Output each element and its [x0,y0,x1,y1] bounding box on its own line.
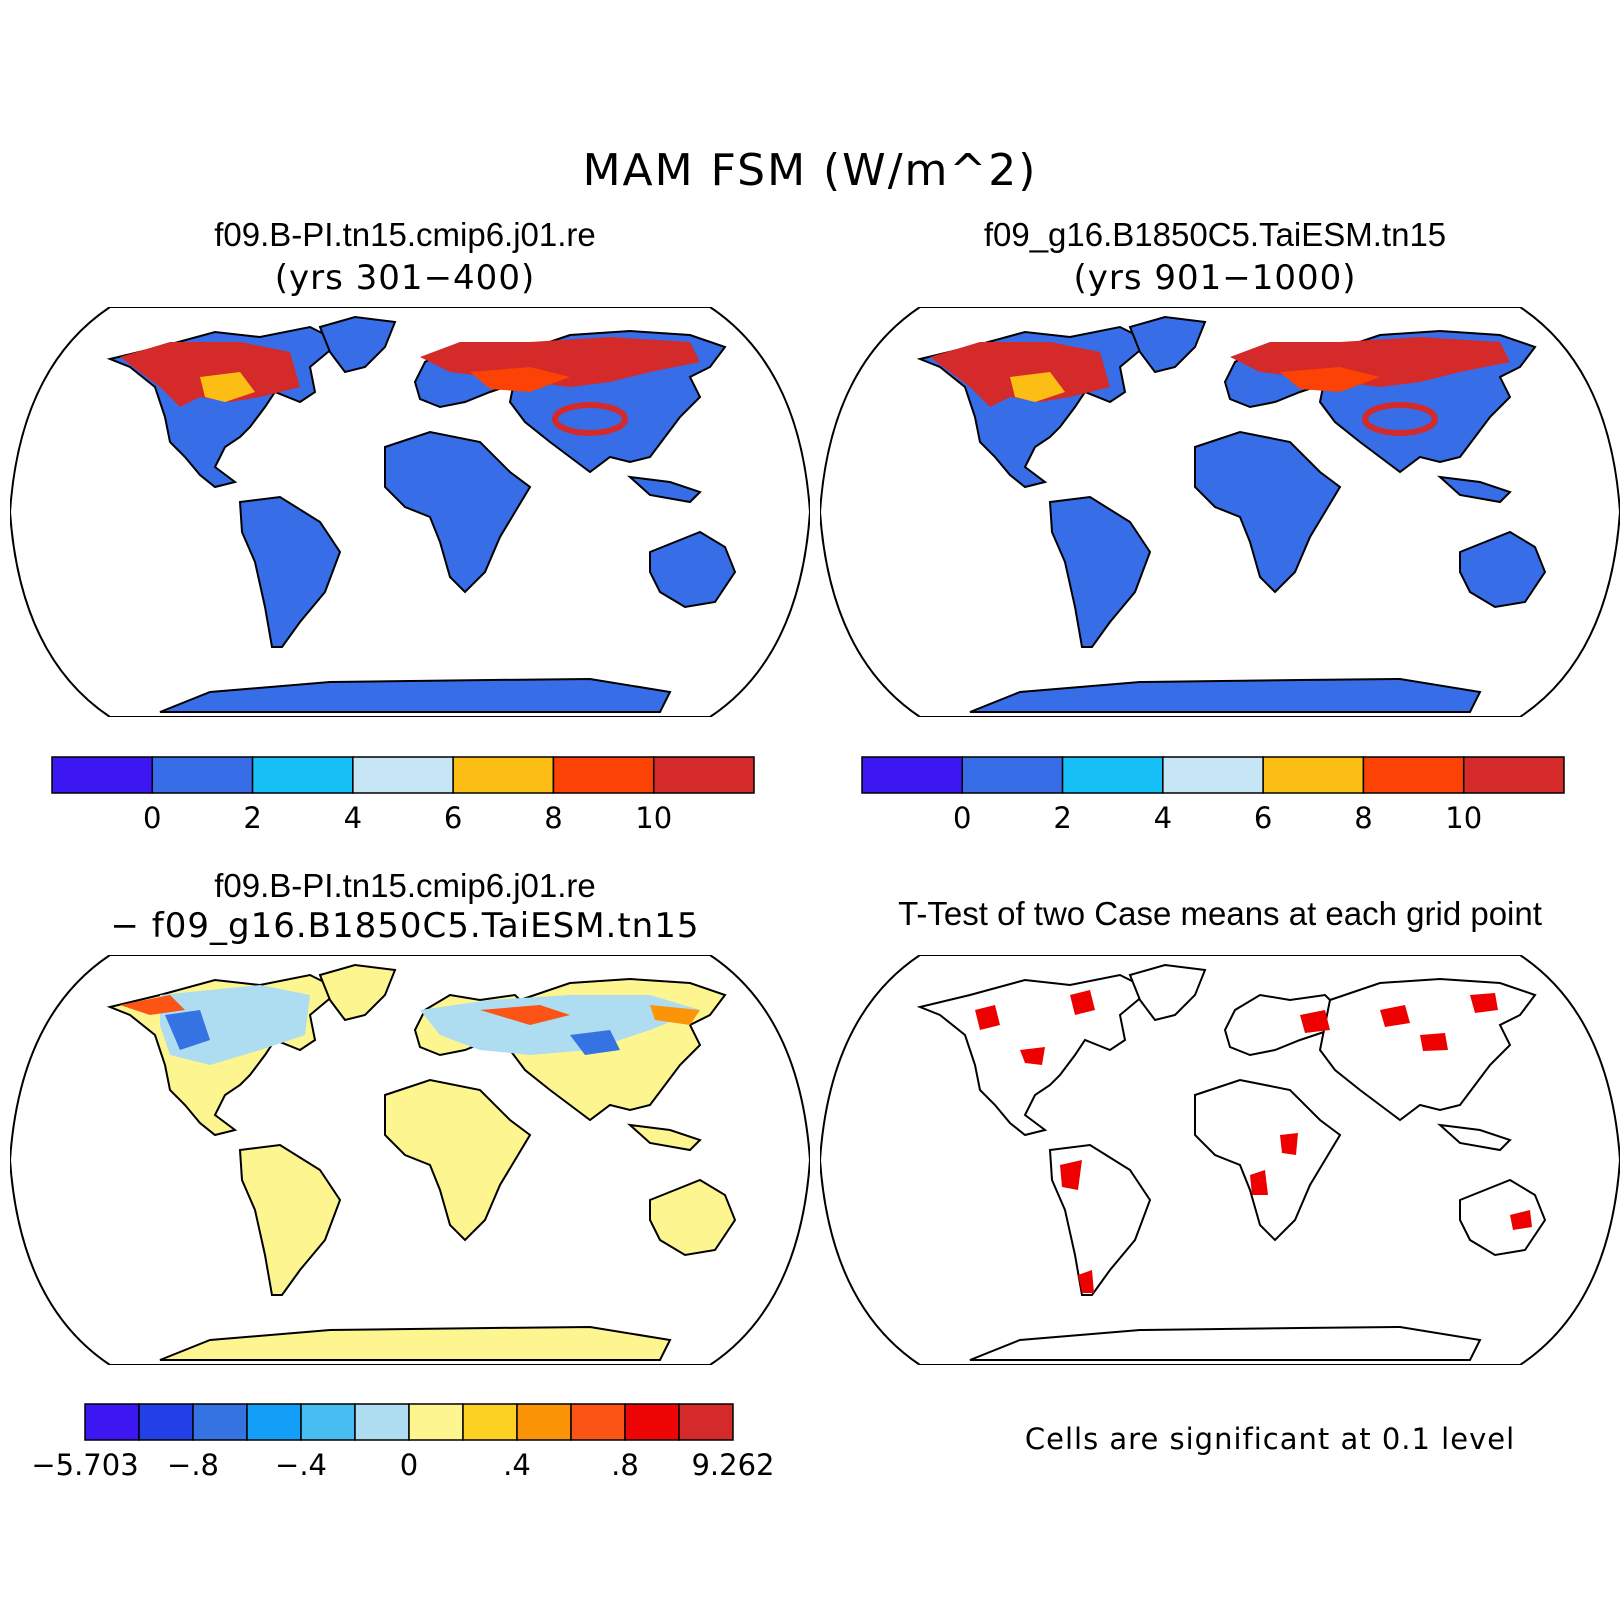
colorbar-1-swatch-3 [352,756,454,794]
colorbar-3-swatch-8 [516,1403,572,1441]
colorbar-2-swatch-6 [1462,756,1565,794]
panel-1-title: f09.B-PI.tn15.cmip6.j01.re [214,216,596,253]
colorbar-3-label-6: 9.262 [691,1448,774,1482]
colorbar-2-swatch-4 [1262,756,1365,794]
panel-3-map [10,955,810,1365]
colorbar-3-swatch-9 [570,1403,626,1441]
colorbar-3-swatch-10 [624,1403,680,1441]
figure-title: MAM FSM (W/m^2) [582,145,1038,196]
colorbar-1-swatch-0 [51,756,154,794]
panel-3-title: f09.B-PI.tn15.cmip6.j01.re [214,867,596,904]
colorbar-2-swatch-5 [1362,756,1465,794]
colorbar-3-swatch-0 [84,1403,140,1441]
colorbar-3-swatch-1 [138,1403,194,1441]
panel-4-title: T-Test of two Case means at each grid po… [898,895,1542,932]
colorbar-3-swatch-6 [408,1403,464,1441]
colorbar-2-swatch-2 [1061,756,1164,794]
colorbar-3-swatch-3 [246,1403,302,1441]
colorbar-2-label-1: 2 [1053,801,1071,835]
colorbar-2-label-3: 6 [1254,801,1272,835]
colorbar-3-label-0: −5.703 [31,1448,138,1482]
colorbar-1-swatch-2 [251,756,354,794]
colorbar-1-label-0: 0 [143,801,161,835]
colorbar-2-swatch-0 [861,756,964,794]
colorbar-3-swatch-11 [678,1403,734,1441]
colorbar-3-swatch-7 [462,1403,518,1441]
colorbar-2-swatch-1 [961,756,1064,794]
colorbar-1-label-3: 6 [444,801,462,835]
significance-note: Cells are significant at 0.1 level [1024,1422,1516,1456]
panel-1-subtitle: (yrs 301−400) [274,258,536,298]
panel-4-map [820,955,1620,1365]
colorbar-2-swatch-3 [1162,756,1264,794]
colorbar-1-label-1: 2 [243,801,261,835]
panel-2-colorbar: 0 2 4 6 8 10 [861,756,1565,835]
panel-2-title: f09_g16.B1850C5.TaiESM.tn15 [983,216,1447,253]
colorbar-3-label-4: .4 [503,1448,531,1482]
colorbar-3-swatch-4 [300,1403,356,1441]
colorbar-1-label-5: 10 [635,801,672,835]
colorbar-3-label-2: −.4 [275,1448,327,1482]
colorbar-2-label-4: 8 [1354,801,1372,835]
panel-2-subtitle: (yrs 901−1000) [1073,258,1357,298]
panel-1-map [10,307,810,717]
panel-2-map [820,307,1620,717]
colorbar-3-label-1: −.8 [167,1448,219,1482]
colorbar-3-swatch-5 [354,1403,410,1441]
panel-1-colorbar: 0 2 4 6 8 10 [51,756,755,835]
colorbar-1-label-4: 8 [544,801,562,835]
colorbar-2-label-2: 4 [1154,801,1172,835]
colorbar-2-label-0: 0 [953,801,971,835]
panel-3-colorbar: −5.703 −.8 −.4 0 .4 .8 9.262 [31,1403,775,1482]
colorbar-1-swatch-1 [151,756,254,794]
colorbar-1-swatch-5 [552,756,655,794]
colorbar-1-swatch-4 [452,756,555,794]
colorbar-2-label-5: 10 [1445,801,1482,835]
colorbar-3-label-5: .8 [611,1448,639,1482]
colorbar-3-label-3: 0 [400,1448,418,1482]
colorbar-1-label-2: 4 [344,801,362,835]
panel-3-subtitle: − f09_g16.B1850C5.TaiESM.tn15 [110,906,700,946]
colorbar-3-swatch-2 [192,1403,248,1441]
colorbar-1-swatch-6 [652,756,755,794]
